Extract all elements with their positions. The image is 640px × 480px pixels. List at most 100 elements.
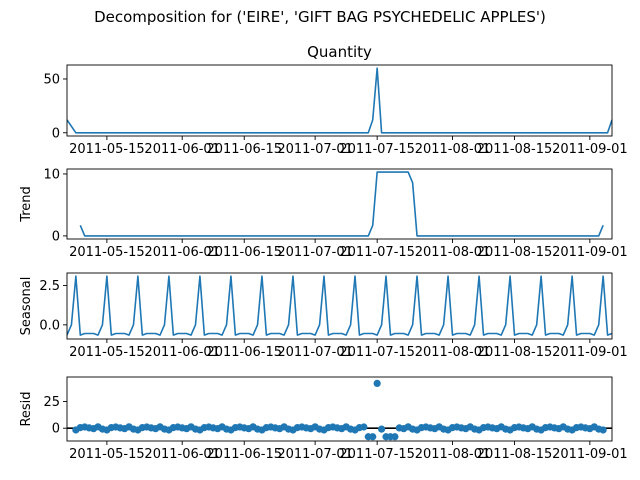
seasonal-y-tick: 2.5	[39, 279, 67, 294]
observed-x-tick-label: 2011-08-15	[477, 142, 553, 157]
observed-y-tick-label: 0	[52, 126, 60, 141]
observed-x-tick-label: 2011-05-15	[69, 142, 145, 157]
seasonal-x-tick: 2011-07-15	[339, 339, 415, 360]
observed-y-tick-label: 50	[43, 72, 60, 87]
trend-x-tick-label: 2011-06-01	[144, 245, 220, 260]
trend-x-tick: 2011-08-15	[477, 239, 552, 260]
seasonal-x-tick-label: 2011-08-15	[477, 345, 553, 360]
observed-x-tick-label: 2011-06-15	[206, 142, 282, 157]
trend-x-tick-label: 2011-07-15	[339, 245, 415, 260]
resid-x-tick: 2011-06-01	[144, 441, 220, 462]
trend-x-tick-label: 2011-09-01	[552, 245, 628, 260]
seasonal-y-axis-label: Seasonal	[19, 277, 34, 336]
trend-x-tick: 2011-05-15	[69, 239, 145, 260]
resid-y-tick-label: 0	[52, 422, 60, 437]
seasonal-x-tick: 2011-06-01	[144, 339, 220, 360]
resid-x-tick: 2011-09-01	[552, 441, 628, 462]
trend-x-tick: 2011-09-01	[552, 239, 628, 260]
resid-x-tick: 2011-08-15	[477, 441, 553, 462]
seasonal-plot-area	[67, 275, 612, 336]
resid-x-tick-label: 2011-09-01	[552, 447, 628, 462]
resid-y-tick-label: 25	[43, 395, 60, 410]
seasonal-x-tick: 2011-09-01	[552, 339, 628, 360]
observed-x-tick: 2011-07-01	[277, 136, 353, 157]
trend-y-tick-label: 0	[52, 229, 60, 244]
trend-x-tick-label: 2011-06-15	[206, 245, 282, 260]
resid-x-tick-label: 2011-05-15	[69, 447, 145, 462]
seasonal-x-tick: 2011-08-01	[415, 339, 491, 360]
seasonal-x-tick: 2011-06-15	[206, 339, 282, 360]
seasonal-x-tick: 2011-05-15	[69, 339, 145, 360]
seasonal-x-tick-label: 2011-06-15	[206, 345, 282, 360]
observed-axes-frame	[66, 64, 613, 137]
trend-x-tick: 2011-08-01	[415, 239, 491, 260]
resid-x-tick: 2011-07-15	[339, 441, 415, 462]
resid-x-tick-label: 2011-06-15	[206, 447, 282, 462]
seasonal-x-tick-label: 2011-07-01	[277, 345, 353, 360]
resid-x-tick: 2011-07-01	[277, 441, 353, 462]
trend-x-tick-label: 2011-07-01	[277, 245, 353, 260]
resid-point	[377, 425, 386, 433]
chart-suptitle: Decomposition for ('EIRE', 'GIFT BAG PSY…	[94, 8, 546, 26]
observed-x-tick: 2011-07-15	[339, 136, 415, 157]
seasonal-x-tick: 2011-08-15	[477, 339, 553, 360]
resid-x-tick-label: 2011-06-01	[144, 447, 220, 462]
resid-x-tick: 2011-08-01	[415, 441, 491, 462]
trend-x-tick: 2011-06-15	[206, 239, 282, 260]
resid-plot-area	[67, 379, 612, 441]
resid-x-tick-label: 2011-08-01	[415, 447, 491, 462]
seasonal-x-tick-label: 2011-07-15	[339, 345, 415, 360]
observed-x-tick: 2011-09-01	[552, 136, 628, 157]
resid-x-tick: 2011-05-15	[69, 441, 145, 462]
trend-y-tick: 0	[52, 229, 67, 244]
resid-point	[599, 426, 607, 434]
trend-x-tick-label: 2011-08-01	[415, 245, 491, 260]
observed-x-tick-label: 2011-07-01	[277, 142, 353, 157]
observed-x-tick-label: 2011-08-01	[415, 142, 491, 157]
observed-x-tick: 2011-06-15	[206, 136, 282, 157]
seasonal-x-tick-label: 2011-08-01	[415, 345, 491, 360]
seasonal-x-tick-label: 2011-09-01	[552, 345, 628, 360]
trend-series-line	[79, 171, 604, 237]
trend-y-axis-label: Trend	[19, 186, 34, 223]
seasonal-series-line	[67, 275, 612, 336]
observed-x-tick: 2011-05-15	[69, 136, 145, 157]
trend-x-tick: 2011-07-01	[277, 239, 353, 260]
trend-y-tick: 10	[43, 167, 67, 182]
seasonal-y-tick-label: 0.0	[39, 318, 60, 333]
observed-plot-area	[67, 67, 612, 134]
seasonal-y-tick-label: 2.5	[39, 279, 60, 294]
observed-x-tick-label: 2011-06-01	[144, 142, 220, 157]
trend-y-tick-label: 10	[43, 167, 60, 182]
trend-x-tick: 2011-07-15	[339, 239, 415, 260]
observed-y-tick: 50	[43, 72, 67, 87]
observed-series-line	[67, 67, 612, 134]
trend-x-tick-label: 2011-05-15	[69, 245, 145, 260]
observed-panel-title: Quantity	[307, 43, 372, 61]
observed-x-tick: 2011-06-01	[144, 136, 220, 157]
resid-point	[369, 433, 377, 441]
resid-point	[391, 433, 399, 441]
seasonal-x-tick-label: 2011-06-01	[144, 345, 220, 360]
observed-x-tick: 2011-08-01	[415, 136, 491, 157]
resid-x-tick: 2011-06-15	[206, 441, 282, 462]
trend-plot-area	[79, 171, 604, 237]
trend-x-tick: 2011-06-01	[144, 239, 220, 260]
resid-y-tick: 25	[43, 395, 67, 410]
resid-x-tick-label: 2011-08-15	[477, 447, 553, 462]
trend-axes-frame	[66, 168, 613, 240]
seasonal-axes-frame	[66, 272, 613, 340]
resid-x-tick-label: 2011-07-15	[339, 447, 415, 462]
observed-x-tick: 2011-08-15	[477, 136, 553, 157]
observed-x-tick-label: 2011-09-01	[552, 142, 628, 157]
seasonal-y-tick: 0.0	[39, 318, 67, 333]
resid-axes-frame	[66, 376, 613, 442]
observed-y-tick: 0	[52, 126, 67, 141]
resid-x-tick-label: 2011-07-01	[277, 447, 353, 462]
